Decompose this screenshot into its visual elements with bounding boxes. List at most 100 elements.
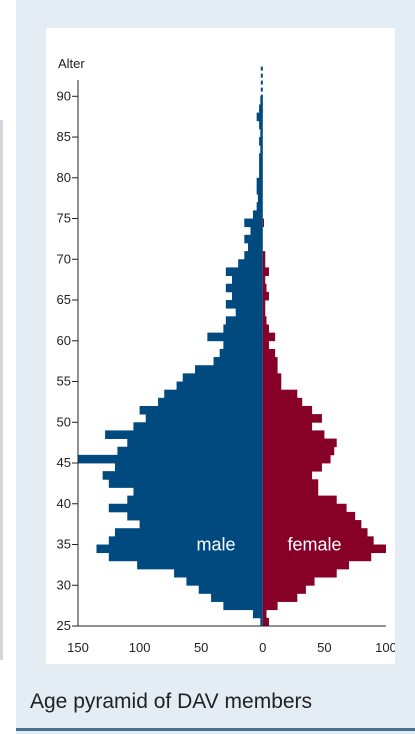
bar-male-age-55: [176, 381, 263, 391]
bar-female-age-40: [262, 503, 347, 513]
series-label-female: female: [288, 535, 342, 555]
bar-male-age-57: [195, 365, 263, 374]
bar-female-age-39: [262, 511, 356, 521]
y-tick-label-90: 90: [57, 88, 71, 103]
y-tick-label-25: 25: [57, 618, 71, 633]
bar-female-age-61: [262, 332, 276, 342]
bar-female-age-45: [262, 463, 322, 472]
bar-male-age-75: [244, 218, 263, 228]
bar-male-age-78: [257, 194, 263, 203]
bar-male-age-33: [137, 560, 263, 570]
bar-female-age-31: [262, 577, 315, 586]
bar-male-age-27: [252, 609, 263, 619]
figure-caption: Age pyramid of DAV members: [30, 690, 313, 713]
bar-female-age-62: [262, 324, 269, 334]
bar-male-age-58: [213, 357, 263, 366]
bar-male-age-38: [139, 520, 263, 529]
bar-female-age-34: [262, 552, 372, 562]
y-tick-label-75: 75: [57, 211, 71, 226]
bar-male-age-67: [225, 283, 263, 293]
y-tick-label-40: 40: [57, 496, 71, 511]
age-pyramid-chart: 25 30 35 40 45 50 55 60 65 70 75 80 85 90 150 100 50 0 50 1…: [57, 56, 395, 655]
bar-male-age-72: [248, 242, 263, 252]
y-tick-label-30: 30: [57, 577, 71, 592]
bar-male-age-86: [260, 128, 263, 138]
bar-male-age-74: [250, 226, 263, 236]
bar-female-age-71: [262, 251, 266, 260]
bar-male-age-41: [127, 495, 263, 505]
bar-female-age-53: [262, 397, 303, 407]
bar-female-age-30: [262, 585, 306, 594]
y-tick-label-35: 35: [57, 537, 71, 552]
y-tick-label-50: 50: [57, 414, 71, 429]
bar-male-age-71: [244, 251, 263, 260]
bar-male-age-61: [207, 332, 263, 342]
bar-male-age-65: [225, 300, 263, 309]
left-edge-divider: [0, 120, 3, 660]
bar-female-age-28: [262, 601, 278, 611]
bar-female-age-27: [262, 609, 267, 619]
bars-group: [78, 63, 386, 627]
bar-female-age-68: [262, 275, 266, 285]
bar-female-age-67: [262, 283, 267, 293]
bar-male-age-79: [256, 185, 263, 195]
bar-male-age-82: [259, 161, 263, 171]
bar-female-age-59: [262, 348, 276, 358]
bar-female-age-56: [262, 373, 282, 382]
bar-female-age-75: [262, 218, 265, 228]
bar-female-age-29: [262, 593, 298, 602]
bar-male-age-32: [174, 568, 263, 578]
bar-male-age-52: [139, 405, 263, 415]
bar-female-age-37: [262, 528, 368, 537]
bar-male-age-29: [211, 593, 263, 602]
x-tick-label--150: 150: [67, 640, 89, 655]
bar-male-age-53: [158, 397, 263, 407]
bar-male-age-63: [225, 316, 263, 325]
bar-male-age-85: [259, 137, 263, 146]
bar-male-age-84: [260, 145, 263, 154]
bar-female-age-51: [262, 414, 322, 423]
bar-male-age-64: [235, 308, 263, 317]
bar-male-age-28: [223, 601, 263, 611]
bar-male-age-73: [244, 234, 263, 244]
axes-group: [77, 80, 386, 627]
bar-male-age-88: [256, 112, 263, 122]
bar-female-age-46: [262, 454, 331, 464]
y-tick-label-60: 60: [57, 333, 71, 348]
bar-female-age-35: [262, 544, 386, 554]
bar-male-age-69: [225, 267, 263, 276]
y-tick-label-65: 65: [57, 292, 71, 307]
bar-male-age-60: [223, 340, 263, 350]
bar-male-age-66: [232, 291, 263, 301]
bar-male-age-90: [260, 96, 263, 105]
bar-female-age-55: [262, 381, 282, 391]
bar-female-age-70: [262, 259, 266, 268]
bar-male-age-36: [108, 536, 263, 545]
bar-female-age-41: [262, 495, 337, 505]
bar-male-age-48: [127, 438, 263, 448]
bar-female-age-52: [262, 405, 313, 415]
bar-male-age-49: [105, 430, 263, 439]
bar-male-age-42: [133, 487, 263, 497]
bar-female-age-66: [262, 291, 269, 301]
bar-male-age-26: [260, 617, 263, 627]
bar-male-age-83: [259, 153, 263, 162]
x-tick-label-50: 50: [317, 640, 331, 655]
x-tick-label-0: 0: [259, 640, 266, 655]
y-tick-label-85: 85: [57, 129, 71, 144]
bar-male-age-45: [114, 463, 263, 472]
bar-female-age-65: [262, 300, 266, 309]
bar-male-age-56: [182, 373, 263, 382]
bar-female-age-26: [262, 617, 269, 627]
bar-female-age-32: [262, 568, 337, 578]
ticks-group: 25 30 35 40 45 50 55 60 65 70 75 80 85 90 150 100 50 0 50 1…: [57, 88, 395, 655]
bar-female-age-63: [262, 316, 267, 325]
bar-female-age-44: [262, 471, 313, 480]
y-tick-label-45: 45: [57, 455, 71, 470]
bar-female-age-60: [262, 340, 269, 350]
bar-male-age-43: [108, 479, 263, 488]
bar-male-age-39: [127, 511, 263, 521]
bar-female-age-57: [262, 365, 278, 374]
bar-male-age-62: [223, 324, 263, 334]
bar-male-age-30: [198, 585, 263, 594]
